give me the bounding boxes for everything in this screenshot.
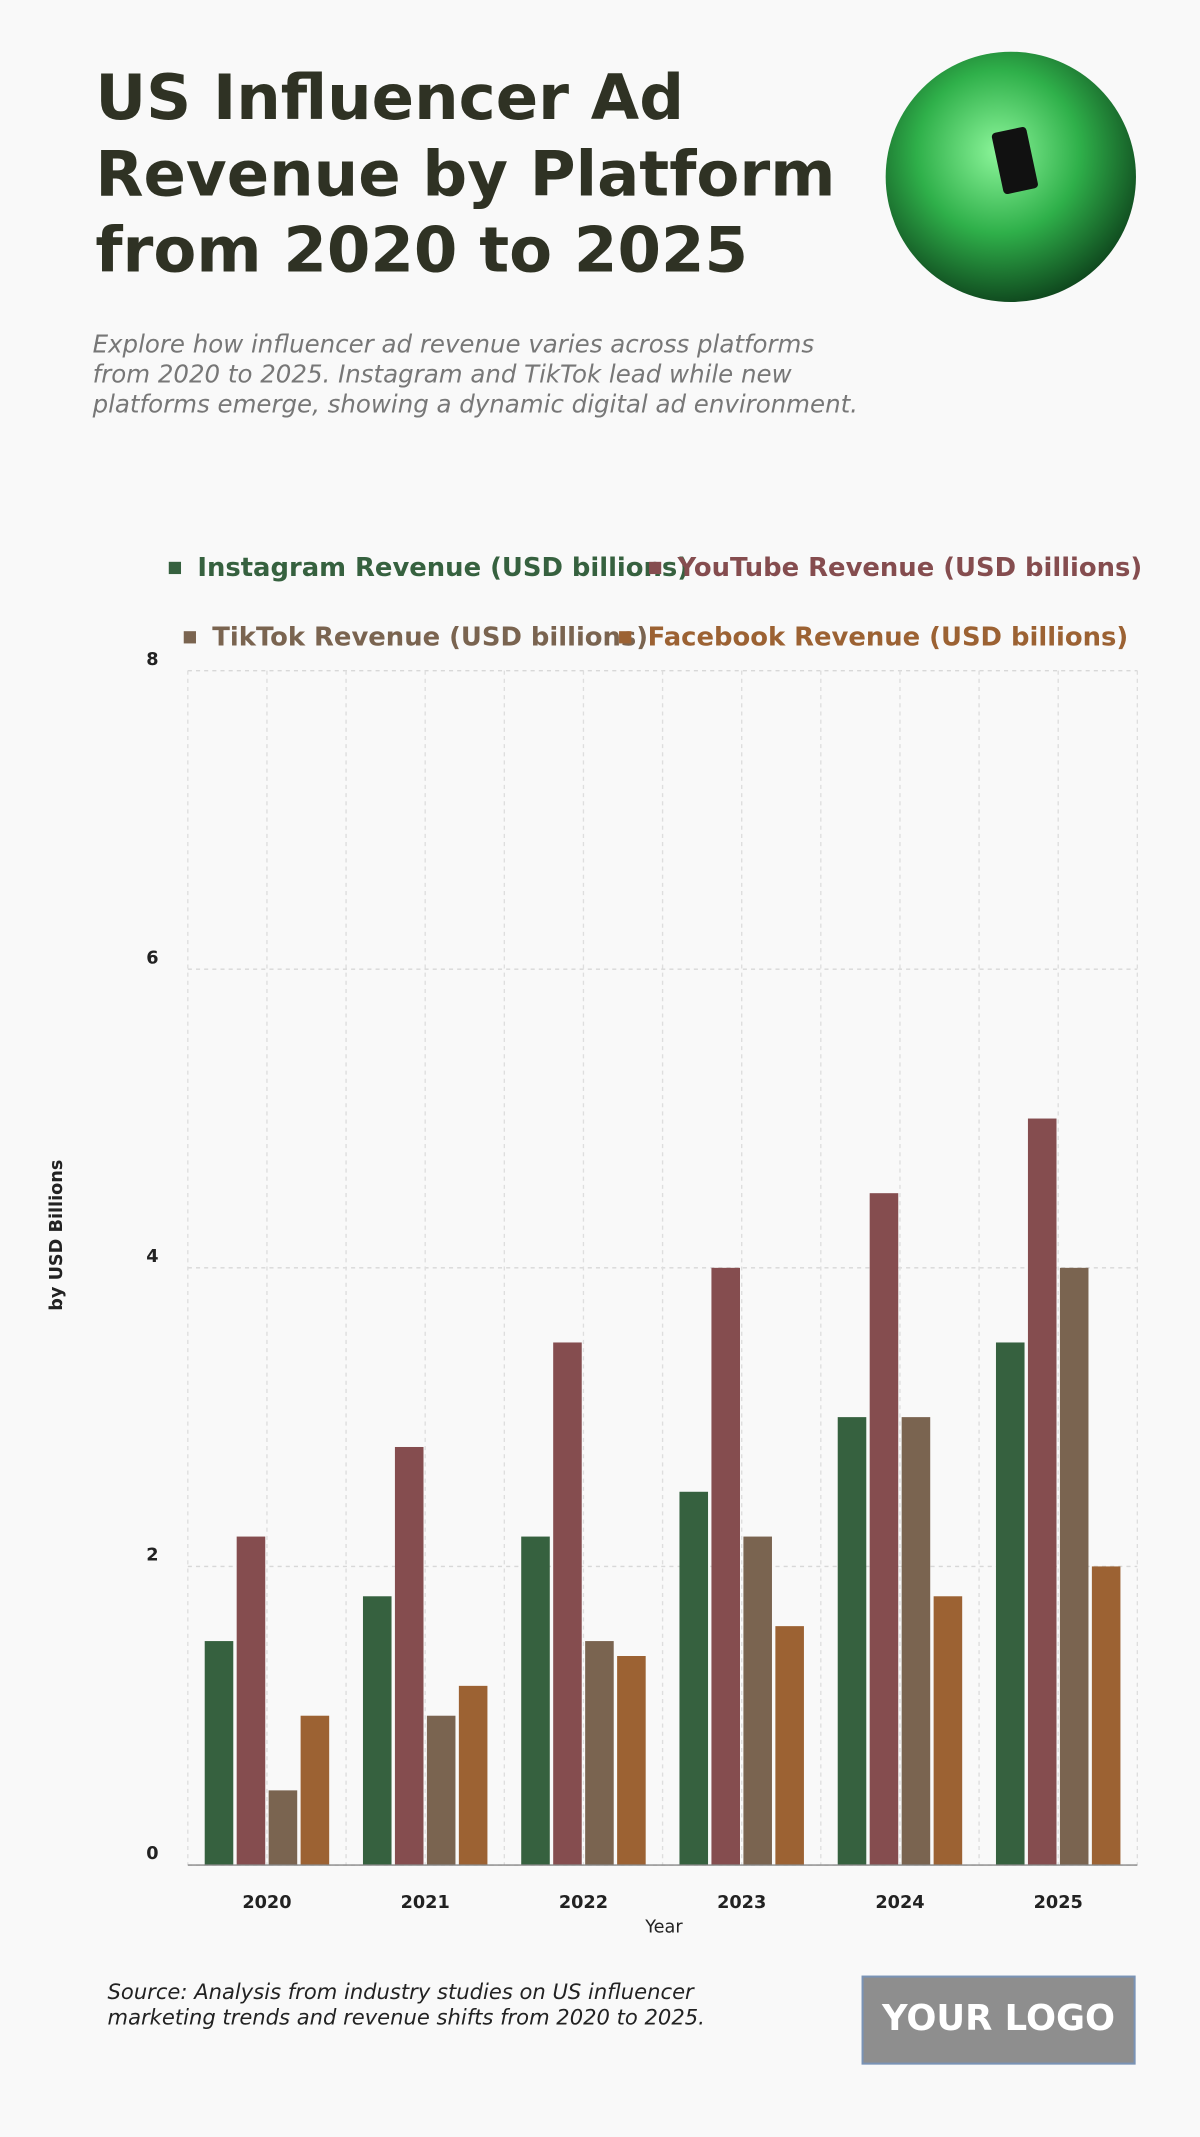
legend-swatch — [619, 631, 632, 644]
chart-subtitle: from 2020 to 2025. Instagram and TikTok … — [93, 359, 793, 388]
y-tick-label: 0 — [146, 1844, 158, 1864]
bar — [1059, 1267, 1089, 1866]
y-tick-label: 4 — [146, 1247, 158, 1267]
bar — [775, 1626, 804, 1866]
logo-text: YOUR LOGO — [881, 1998, 1115, 2039]
bar — [1091, 1566, 1121, 1866]
legend-swatch — [168, 561, 182, 575]
y-axis-label: by USD Billions — [47, 1160, 67, 1311]
x-tick-label: 2022 — [559, 1893, 608, 1913]
bar — [268, 1790, 298, 1866]
y-tick-label: 6 — [146, 948, 158, 968]
bar — [933, 1596, 963, 1866]
bar — [711, 1267, 741, 1866]
bar — [236, 1536, 266, 1866]
bar — [901, 1417, 931, 1866]
source-note: marketing trends and revenue shifts from… — [108, 2005, 705, 2030]
bar — [743, 1536, 772, 1866]
bar — [394, 1446, 424, 1866]
x-axis-label: Year — [644, 1918, 683, 1938]
legend-label: TikTok Revenue (USD billions) — [212, 622, 648, 652]
chart-subtitle: Explore how influencer ad revenue varies… — [93, 330, 815, 359]
bar — [617, 1655, 646, 1866]
chart-title: US Influencer Ad — [95, 61, 684, 134]
legend-swatch — [648, 561, 662, 575]
bar — [521, 1536, 550, 1866]
photo-phone — [991, 126, 1038, 195]
legend-label: Instagram Revenue (USD billions) — [197, 553, 689, 583]
x-tick-label: 2020 — [242, 1893, 291, 1913]
y-tick-label: 8 — [146, 650, 158, 670]
x-tick-label: 2021 — [401, 1893, 450, 1913]
legend-label: YouTube Revenue (USD billions) — [677, 553, 1143, 583]
logo-box — [861, 1975, 1136, 2065]
x-tick-label: 2025 — [1034, 1893, 1083, 1913]
x-tick-label: 2023 — [717, 1893, 766, 1913]
chart-subtitle: platforms emerge, showing a dynamic digi… — [92, 389, 858, 418]
bar — [362, 1596, 392, 1866]
bar — [837, 1417, 867, 1866]
bar — [204, 1641, 234, 1866]
x-tick-label: 2024 — [875, 1893, 924, 1913]
bar — [869, 1193, 899, 1866]
legend-swatch — [183, 631, 196, 644]
bar — [426, 1715, 456, 1866]
source-note: Source: Analysis from industry studies o… — [108, 1979, 695, 2004]
bar — [1027, 1118, 1057, 1866]
bar — [585, 1641, 614, 1866]
bar — [458, 1685, 488, 1866]
chart-title: Revenue by Platform — [95, 137, 835, 210]
bar — [995, 1342, 1025, 1866]
bar — [300, 1715, 330, 1866]
bar — [553, 1342, 582, 1866]
y-tick-label: 2 — [146, 1546, 158, 1566]
chart-title: from 2020 to 2025 — [95, 213, 748, 286]
bar — [679, 1491, 709, 1866]
legend-label: Facebook Revenue (USD billions) — [648, 622, 1129, 652]
